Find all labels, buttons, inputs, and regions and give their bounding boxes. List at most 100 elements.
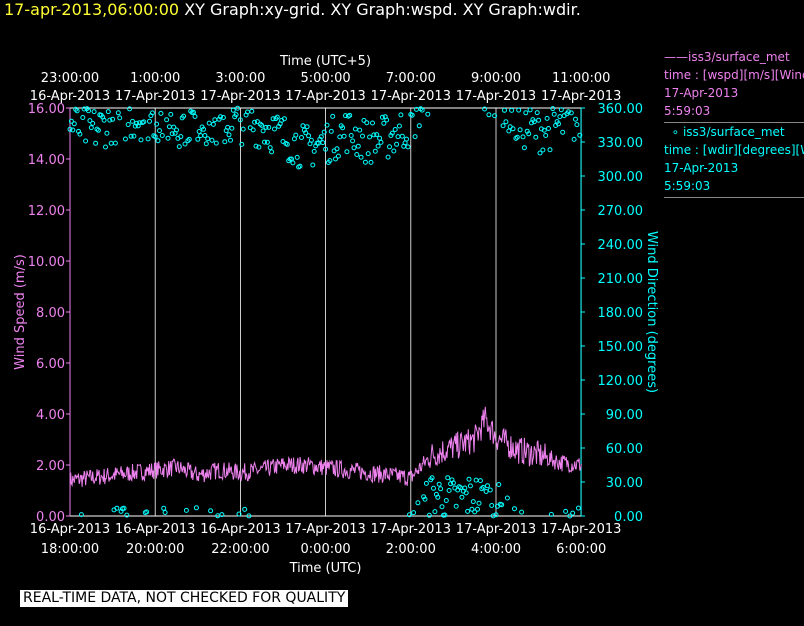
x-top-tick-date: 17-Apr-2013 xyxy=(456,89,536,104)
y-right-tick-label: 330.00 xyxy=(598,136,644,151)
x-tick-date: 17-Apr-2013 xyxy=(541,522,621,537)
wdir-point xyxy=(476,500,482,506)
wdir-point xyxy=(392,127,398,132)
y-left-tick-label: 8.00 xyxy=(36,306,65,321)
wdir-point xyxy=(412,134,418,140)
wdir-point xyxy=(186,136,192,142)
wdir-point xyxy=(131,133,137,139)
wdir-point xyxy=(577,132,583,138)
wdir-point xyxy=(83,138,89,144)
wdir-point xyxy=(360,133,365,139)
x-top-tick-time: 11:00:00 xyxy=(552,71,610,86)
y-right-tick-label: 150.00 xyxy=(598,340,644,355)
x-top-tick-time: 9:00:00 xyxy=(471,71,521,86)
wdir-point xyxy=(546,126,551,131)
wdir-point xyxy=(374,132,380,138)
wdir-point xyxy=(300,123,306,129)
wdir-point xyxy=(574,122,580,128)
wdir-point xyxy=(510,126,516,132)
wdir-point xyxy=(235,105,241,111)
x-top-tick-time: 1:00:00 xyxy=(130,71,180,86)
wdir-point xyxy=(502,107,507,113)
wdir-point xyxy=(368,159,374,165)
wdir-point xyxy=(182,141,188,147)
wdir-point xyxy=(436,481,442,487)
wdir-point xyxy=(544,115,550,121)
wdir-point xyxy=(168,111,174,117)
labels: 16-Apr-201318:00:0023:00:0016-Apr-201316… xyxy=(13,54,659,576)
legend-wspd-desc: time : [wspd][m/s][Wind xyxy=(664,68,804,82)
wdir-point xyxy=(487,487,493,493)
wdir-point xyxy=(81,106,87,112)
wdir-point xyxy=(425,111,431,117)
wdir-point xyxy=(523,110,529,116)
wdir-point xyxy=(303,130,309,136)
wdir-point xyxy=(563,508,569,514)
wdir-point xyxy=(158,110,164,116)
wdir-point xyxy=(462,485,468,491)
wdir-point xyxy=(470,499,476,505)
wdir-point xyxy=(568,110,574,116)
x-tick-time: 0:00:00 xyxy=(301,542,351,557)
series-wdir xyxy=(67,105,583,519)
y-right-tick-label: 360.00 xyxy=(598,102,644,117)
wdir-point xyxy=(426,512,432,518)
grid xyxy=(69,108,582,516)
wdir-point xyxy=(68,118,74,124)
y-right-tick-label: 0.00 xyxy=(614,510,643,525)
wdir-point xyxy=(141,119,147,125)
wdir-point xyxy=(341,133,347,139)
wdir-point xyxy=(230,107,236,113)
wdir-point xyxy=(196,129,202,134)
legend-wdir: ∘ iss3/surface_met time : [wdir][degrees… xyxy=(664,123,804,198)
wdir-point xyxy=(115,110,121,116)
wdir-point xyxy=(290,160,296,166)
wdir-point xyxy=(533,134,539,140)
wdir-point xyxy=(274,114,280,120)
wdir-point xyxy=(107,117,113,123)
wdir-point xyxy=(473,477,479,483)
wdir-point xyxy=(192,114,198,119)
wdir-point xyxy=(176,144,182,150)
wdir-point xyxy=(77,131,83,137)
wdir-point xyxy=(233,112,239,118)
wdir-point xyxy=(504,495,510,501)
wdir-point xyxy=(521,145,527,151)
wdir-point xyxy=(435,494,441,500)
wdir-point xyxy=(212,117,218,123)
wdir-point xyxy=(114,505,120,511)
y-left-tick-label: 12.00 xyxy=(28,204,65,219)
wdir-point xyxy=(565,109,571,115)
wdir-point xyxy=(489,503,495,508)
wdir-point xyxy=(364,120,370,126)
wdir-point xyxy=(311,148,317,154)
wdir-point xyxy=(108,140,114,146)
wdir-point xyxy=(547,147,553,153)
wdir-point xyxy=(512,506,517,512)
wdir-point xyxy=(117,115,123,121)
wdir-point xyxy=(575,505,581,511)
wdir-point xyxy=(483,489,489,494)
timestamp: 17-apr-2013,06:00:00 xyxy=(4,0,180,19)
wdir-point xyxy=(239,141,245,147)
y-right-tick-label: 180.00 xyxy=(598,306,644,321)
y-right-tick-label: 240.00 xyxy=(598,238,644,253)
wdir-point xyxy=(147,118,152,124)
y-left-tick-label: 10.00 xyxy=(28,255,65,270)
y-right-axis-label: Wind Direction (degrees) xyxy=(644,231,659,393)
wdir-point xyxy=(80,115,86,120)
wdir-point xyxy=(463,490,469,496)
wdir-point xyxy=(389,130,395,136)
legend-wdir-date: 17-Apr-2013 xyxy=(664,161,739,175)
wdir-point xyxy=(387,144,392,150)
x-top-tick-date: 16-Apr-2013 xyxy=(30,89,110,104)
x-tick-time: 18:00:00 xyxy=(41,542,99,557)
wdir-point xyxy=(249,108,255,114)
x-tick-date: 16-Apr-2013 xyxy=(30,522,110,537)
chart-title: 17-apr-2013,06:00:00 XY Graph:xy-grid. X… xyxy=(4,0,581,19)
wdir-point xyxy=(556,121,561,127)
wdir-point xyxy=(514,134,520,140)
wdir-point xyxy=(164,117,170,123)
wspd-line xyxy=(69,406,582,490)
wdir-point xyxy=(262,139,267,145)
